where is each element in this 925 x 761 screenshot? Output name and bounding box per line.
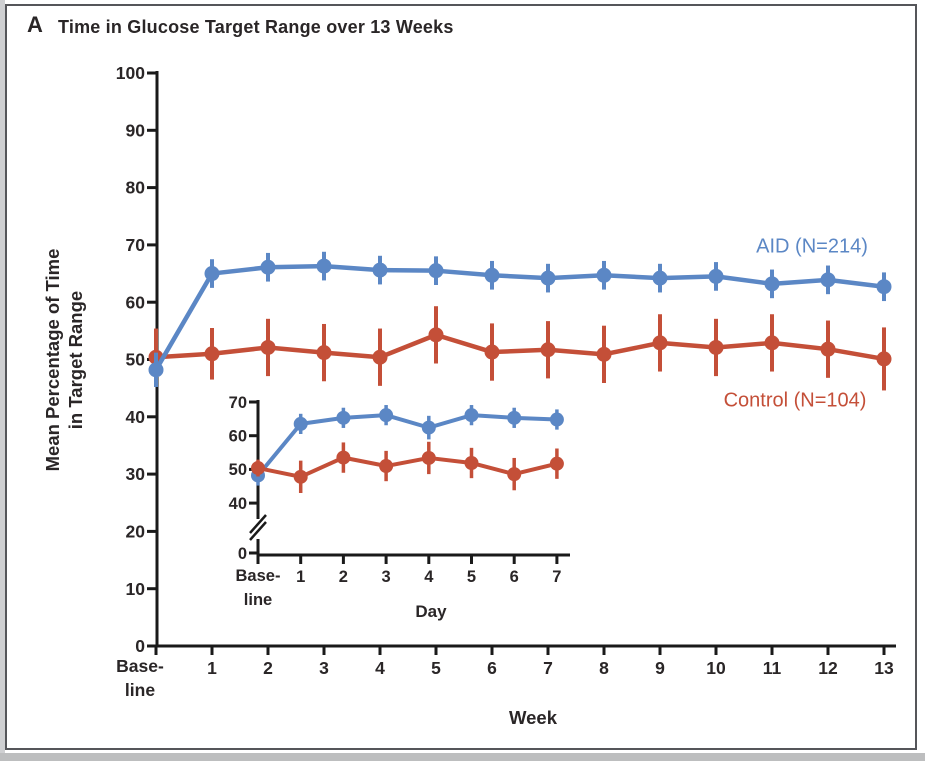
main-x-tick-label-baseline: Base- (116, 656, 164, 676)
inset-y-tick-label: 50 (229, 461, 247, 479)
main-y-tick-label: 0 (135, 636, 145, 656)
inset-aid-point (464, 408, 479, 423)
main-aid-point (204, 266, 220, 282)
inset-y-tick-label: 40 (229, 495, 247, 513)
main-aid-line (154, 263, 885, 371)
main-aid-point (260, 259, 276, 275)
inset-y-tick-label: 60 (229, 427, 247, 445)
main-y-tick-label: 50 (126, 350, 146, 370)
page-margin-left (0, 0, 5, 761)
inset-control-point (293, 469, 308, 484)
main-x-tick-label: 9 (655, 658, 665, 678)
inset-control-line (257, 455, 558, 479)
inset-control-point (251, 461, 265, 476)
main-y-tick-label: 10 (126, 579, 146, 599)
main-y-tick-label: 40 (126, 407, 146, 427)
inset-aid-point (379, 408, 394, 423)
main-y-tick-label: 30 (126, 464, 146, 484)
inset-control-point (507, 467, 522, 482)
main-control-point (484, 344, 500, 360)
main-aid-point (820, 272, 836, 288)
main-control-point (372, 349, 388, 365)
main-y-tick-label: 100 (116, 63, 145, 83)
inset-aid-point (336, 410, 351, 425)
inset-aid-point (507, 410, 522, 425)
page-margin-bottom (0, 753, 925, 761)
main-aid-point (876, 279, 892, 295)
inset-aid-line (256, 413, 557, 477)
main-control-point (876, 351, 892, 367)
main-x-tick-label: 10 (706, 658, 726, 678)
panel-letter: A (27, 12, 43, 37)
main-aid-point (764, 276, 780, 292)
main-control-point (764, 335, 780, 351)
main-control-point (652, 335, 668, 351)
main-aid-point (372, 262, 388, 278)
inset-aid-point (293, 416, 308, 431)
inset-aid-point (549, 412, 564, 427)
main-x-tick-label-baseline: line (125, 680, 155, 700)
main-control-point (540, 342, 556, 358)
inset-x-tick-label: 7 (552, 568, 561, 586)
inset-x-tick-label-baseline: Base- (236, 567, 281, 585)
inset-control-point (336, 450, 351, 465)
main-x-tick-label: 5 (431, 658, 441, 678)
main-y-tick-label: 20 (126, 522, 146, 542)
main-x-tick-label: 6 (487, 658, 497, 678)
main-aid-point (148, 362, 164, 378)
main-y-tick-label: 60 (126, 292, 146, 312)
inset-control-point (421, 450, 436, 465)
main-y-tick-label: 70 (126, 235, 146, 255)
main-control-point (596, 346, 612, 362)
main-x-tick-label: 8 (599, 658, 609, 678)
main-aid-point (652, 270, 668, 286)
main-y-tick-label: 80 (126, 178, 146, 198)
main-aid-point (484, 267, 500, 283)
main-aid-point (708, 268, 724, 284)
main-aid-point (316, 258, 332, 274)
legend-control: Control (N=104) (723, 389, 867, 412)
main-x-tick-label: 7 (543, 658, 553, 678)
inset-x-tick-label: 5 (467, 568, 476, 586)
inset-control-point (379, 459, 394, 474)
main-control-point (708, 339, 724, 355)
inset-control-point (464, 455, 479, 470)
chart-title: Time in Glucose Target Range over 13 Wee… (58, 17, 454, 37)
main-aid-point (428, 263, 444, 279)
legend-aid: AID (N=214) (756, 235, 868, 258)
inset-y-tick-label-zero: 0 (238, 545, 247, 563)
inset-x-tick-label: 4 (424, 568, 434, 586)
x-axis-title-week: Week (509, 707, 557, 728)
inset-axis-break-gap (255, 519, 261, 539)
inset-axis-break-slash (249, 514, 267, 534)
main-x-tick-label: 4 (375, 658, 385, 678)
main-x-tick-label: 13 (874, 658, 894, 678)
main-aid-point (540, 270, 556, 286)
main-x-tick-label: 1 (207, 658, 217, 678)
main-aid-point (596, 267, 612, 283)
inset-axis-break-slash (249, 521, 267, 541)
inset-control-point (549, 456, 564, 471)
main-control-point (428, 327, 444, 343)
inset-aid-point (421, 420, 436, 435)
inset-x-tick-label: 3 (382, 568, 391, 586)
main-control-point (820, 341, 836, 357)
main-control-point (204, 346, 220, 362)
main-y-tick-label: 90 (126, 120, 146, 140)
main-control-point (316, 345, 332, 361)
main-x-tick-label: 11 (763, 658, 782, 678)
inset-x-tick-label: 1 (296, 568, 305, 586)
inset-y-tick-label: 70 (229, 394, 247, 412)
main-x-tick-label: 2 (263, 658, 273, 678)
main-x-tick-label: 3 (319, 658, 329, 678)
main-control-line (155, 332, 885, 362)
inset-x-tick-label: 6 (510, 568, 519, 586)
x-axis-title-day: Day (415, 602, 447, 621)
inset-x-tick-label: 2 (339, 568, 348, 586)
main-control-point (260, 339, 276, 355)
main-x-tick-label: 12 (818, 658, 838, 678)
inset-x-tick-label-baseline: line (244, 591, 272, 609)
